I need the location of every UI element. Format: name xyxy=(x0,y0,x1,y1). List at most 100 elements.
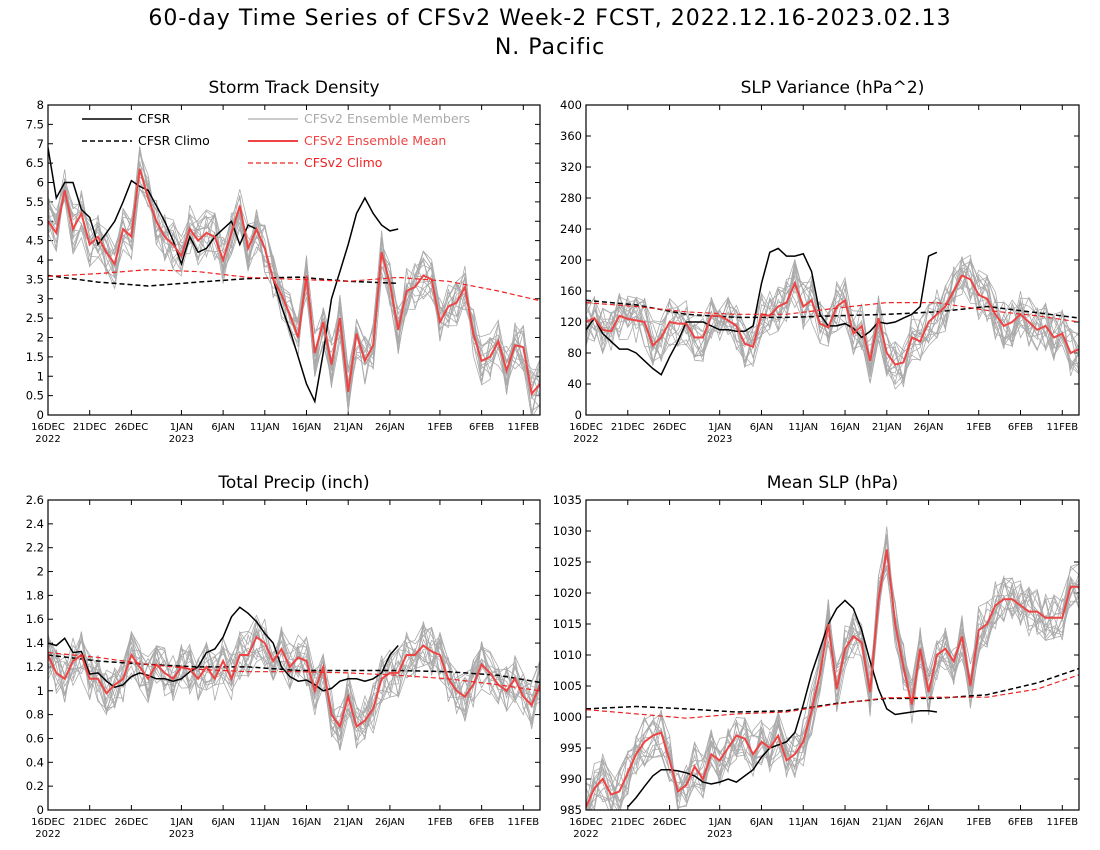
y-tick-label: 1000 xyxy=(553,710,582,724)
chart-title: SLP Variance (hPa^2) xyxy=(741,78,925,98)
x-tick-label: 6JAN xyxy=(750,422,773,433)
y-tick-label: 0.6 xyxy=(26,731,44,745)
series-line-ens-mean xyxy=(586,274,1079,366)
ensemble-member-line xyxy=(589,555,1079,810)
ensemble-member-line xyxy=(48,184,540,384)
chart-panel-3: Mean SLP (hPa) 985 990 995 1000 1005 1010 1015 1… xyxy=(553,473,1080,840)
legend-label-cfsr: CFSR xyxy=(138,111,171,126)
x-tick-label: 6JAN xyxy=(211,422,234,433)
plot-area xyxy=(586,526,1079,810)
y-tick-label: 3 xyxy=(37,292,44,306)
series-line-cfsr-climo xyxy=(586,299,1079,319)
plot-area xyxy=(586,247,1079,390)
legend: CFSR CFSR Climo CFSv2 Ensemble Members CFSv… xyxy=(82,111,470,170)
chart-panel-0: Storm Track Density 0 0.5 1 1.5 2 2.5 3 3.5 4 4.5 5… xyxy=(26,78,541,445)
x-tick-label: 26JAN xyxy=(914,817,944,828)
ensemble-member-line xyxy=(587,565,1079,810)
x-tick-sublabel: 2022 xyxy=(35,829,60,840)
ensemble-member-line xyxy=(589,564,1079,810)
y-tick-label: 320 xyxy=(560,160,582,174)
ensemble-member-line xyxy=(48,151,540,401)
series-line-cfsr-climo xyxy=(48,654,540,684)
series-line-ens-mean xyxy=(48,635,540,729)
x-tick-label: 26DEC xyxy=(653,422,687,433)
x-tick-label: 6FEB xyxy=(1008,817,1033,828)
y-tick-label: 1030 xyxy=(553,524,582,538)
x-tick-label: 11FEB xyxy=(1046,817,1078,828)
x-tick-sublabel: 2023 xyxy=(707,829,732,840)
x-tick-label: 26JAN xyxy=(914,422,944,433)
y-tick-label: 1.6 xyxy=(26,612,44,626)
y-tick-label: 985 xyxy=(560,803,582,817)
series-line-ens-mean xyxy=(48,168,540,396)
y-tick-label: 0.8 xyxy=(26,708,44,722)
ensemble-member-line xyxy=(48,152,540,384)
y-tick-label: 7.5 xyxy=(26,117,44,131)
series-line-cfsr-climo xyxy=(586,667,1079,713)
y-tick-label: 2.4 xyxy=(26,517,44,531)
y-tick-label: 0 xyxy=(575,408,582,422)
x-tick-sublabel: 2022 xyxy=(573,829,598,840)
series-line-cfsv2-climo xyxy=(586,674,1079,719)
y-tick-label: 200 xyxy=(560,253,582,267)
x-tick-label: 11JAN xyxy=(788,422,818,433)
x-tick-label: 16JAN xyxy=(292,422,322,433)
x-tick-label: 26DEC xyxy=(653,817,687,828)
legend-label-ens-mean: CFSv2 Ensemble Mean xyxy=(304,133,446,148)
ensemble-member-line xyxy=(586,535,1079,810)
x-tick-sublabel: 2023 xyxy=(707,434,732,445)
chart-title: Storm Track Density xyxy=(208,78,379,98)
y-tick-label: 2.5 xyxy=(26,311,44,325)
series-line-ens-mean xyxy=(586,549,1079,808)
y-tick-label: 995 xyxy=(560,741,582,755)
ensemble-member-line xyxy=(586,256,1079,369)
x-tick-label: 21JAN xyxy=(333,817,363,828)
x-tick-label: 21DEC xyxy=(73,422,107,433)
x-tick-sublabel: 2022 xyxy=(35,434,60,445)
y-tick-label: 7 xyxy=(37,137,44,151)
y-tick-label: 990 xyxy=(560,772,582,786)
y-tick-label: 4.5 xyxy=(26,234,44,248)
x-tick-label: 1JAN xyxy=(170,817,193,828)
x-tick-label: 6FEB xyxy=(1008,422,1033,433)
y-tick-label: 6.5 xyxy=(26,156,44,170)
legend-label-cfsr-climo: CFSR Climo xyxy=(138,133,210,148)
x-tick-label: 26JAN xyxy=(375,422,405,433)
x-tick-label: 11JAN xyxy=(250,422,280,433)
ensemble-member-line xyxy=(48,640,540,730)
region-title: N. Pacific xyxy=(494,35,606,60)
x-tick-label: 21DEC xyxy=(611,422,645,433)
ensemble-member-line xyxy=(589,526,1079,810)
series-line-cfsv2-climo xyxy=(48,652,540,692)
ensemble-member-line xyxy=(48,622,540,749)
y-tick-label: 1010 xyxy=(553,648,582,662)
y-tick-label: 5.5 xyxy=(26,195,44,209)
x-tick-label: 1JAN xyxy=(170,422,193,433)
series-line-cfsr xyxy=(48,147,399,404)
y-tick-label: 8 xyxy=(37,98,44,112)
y-tick-label: 1025 xyxy=(553,555,582,569)
y-tick-label: 2 xyxy=(37,331,44,345)
ensemble-member-line xyxy=(586,567,1079,810)
x-tick-label: 21DEC xyxy=(73,817,107,828)
x-tick-label: 6JAN xyxy=(750,817,773,828)
y-tick-label: 1035 xyxy=(553,493,582,507)
y-tick-label: 2.2 xyxy=(26,541,44,555)
ensemble-member-line xyxy=(586,270,1079,389)
x-tick-label: 1JAN xyxy=(708,422,731,433)
x-tick-label: 16JAN xyxy=(830,817,860,828)
y-tick-label: 2.6 xyxy=(26,493,44,507)
x-tick-label: 1FEB xyxy=(427,422,452,433)
y-tick-label: 1020 xyxy=(553,586,582,600)
x-tick-label: 16DEC xyxy=(31,817,65,828)
x-tick-label: 16DEC xyxy=(569,422,603,433)
y-tick-label: 6 xyxy=(37,176,44,190)
ensemble-member-line xyxy=(586,537,1079,808)
y-tick-label: 0.4 xyxy=(26,755,44,769)
ensemble-member-line xyxy=(48,624,540,734)
x-tick-label: 6JAN xyxy=(211,817,234,828)
y-tick-label: 120 xyxy=(560,315,582,329)
x-tick-label: 1FEB xyxy=(966,817,991,828)
y-tick-label: 360 xyxy=(560,129,582,143)
